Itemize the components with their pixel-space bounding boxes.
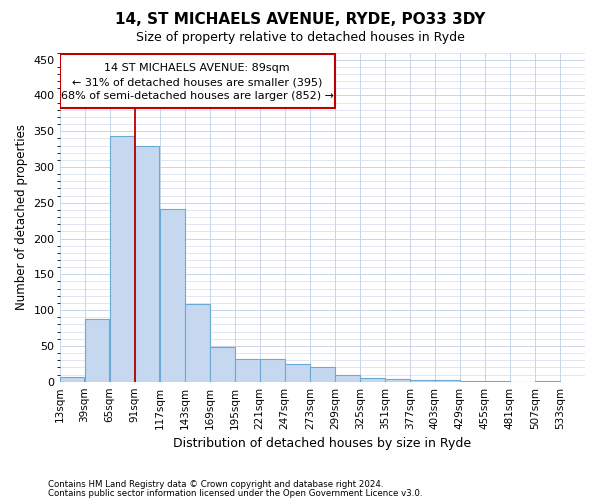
Bar: [435, 380, 460, 382]
Text: Contains public sector information licensed under the Open Government Licence v3: Contains public sector information licen…: [48, 489, 422, 498]
Bar: [360, 378, 385, 382]
Bar: [210, 346, 235, 382]
Text: Contains HM Land Registry data © Crown copyright and database right 2024.: Contains HM Land Registry data © Crown c…: [48, 480, 383, 489]
Bar: [335, 374, 359, 382]
Text: 68% of semi-detached houses are larger (852) →: 68% of semi-detached houses are larger (…: [61, 92, 334, 102]
Bar: [85, 318, 109, 382]
Bar: [310, 366, 335, 382]
Bar: [260, 360, 284, 382]
Text: 14 ST MICHAELS AVENUE: 89sqm: 14 ST MICHAELS AVENUE: 89sqm: [104, 62, 290, 72]
Text: 14, ST MICHAELS AVENUE, RYDE, PO33 3DY: 14, ST MICHAELS AVENUE, RYDE, PO33 3DY: [115, 12, 485, 28]
Bar: [185, 304, 209, 382]
Bar: [385, 379, 410, 382]
FancyBboxPatch shape: [59, 54, 335, 108]
Bar: [535, 381, 560, 382]
Bar: [110, 136, 134, 382]
Bar: [160, 209, 185, 382]
Bar: [235, 359, 260, 382]
Text: Size of property relative to detached houses in Ryde: Size of property relative to detached ho…: [136, 31, 464, 44]
Bar: [135, 146, 160, 382]
Bar: [460, 381, 485, 382]
X-axis label: Distribution of detached houses by size in Ryde: Distribution of detached houses by size …: [173, 437, 472, 450]
Text: ← 31% of detached houses are smaller (395): ← 31% of detached houses are smaller (39…: [72, 77, 322, 87]
Bar: [285, 364, 310, 382]
Bar: [485, 381, 510, 382]
Bar: [410, 380, 435, 382]
Y-axis label: Number of detached properties: Number of detached properties: [15, 124, 28, 310]
Bar: [59, 376, 85, 382]
